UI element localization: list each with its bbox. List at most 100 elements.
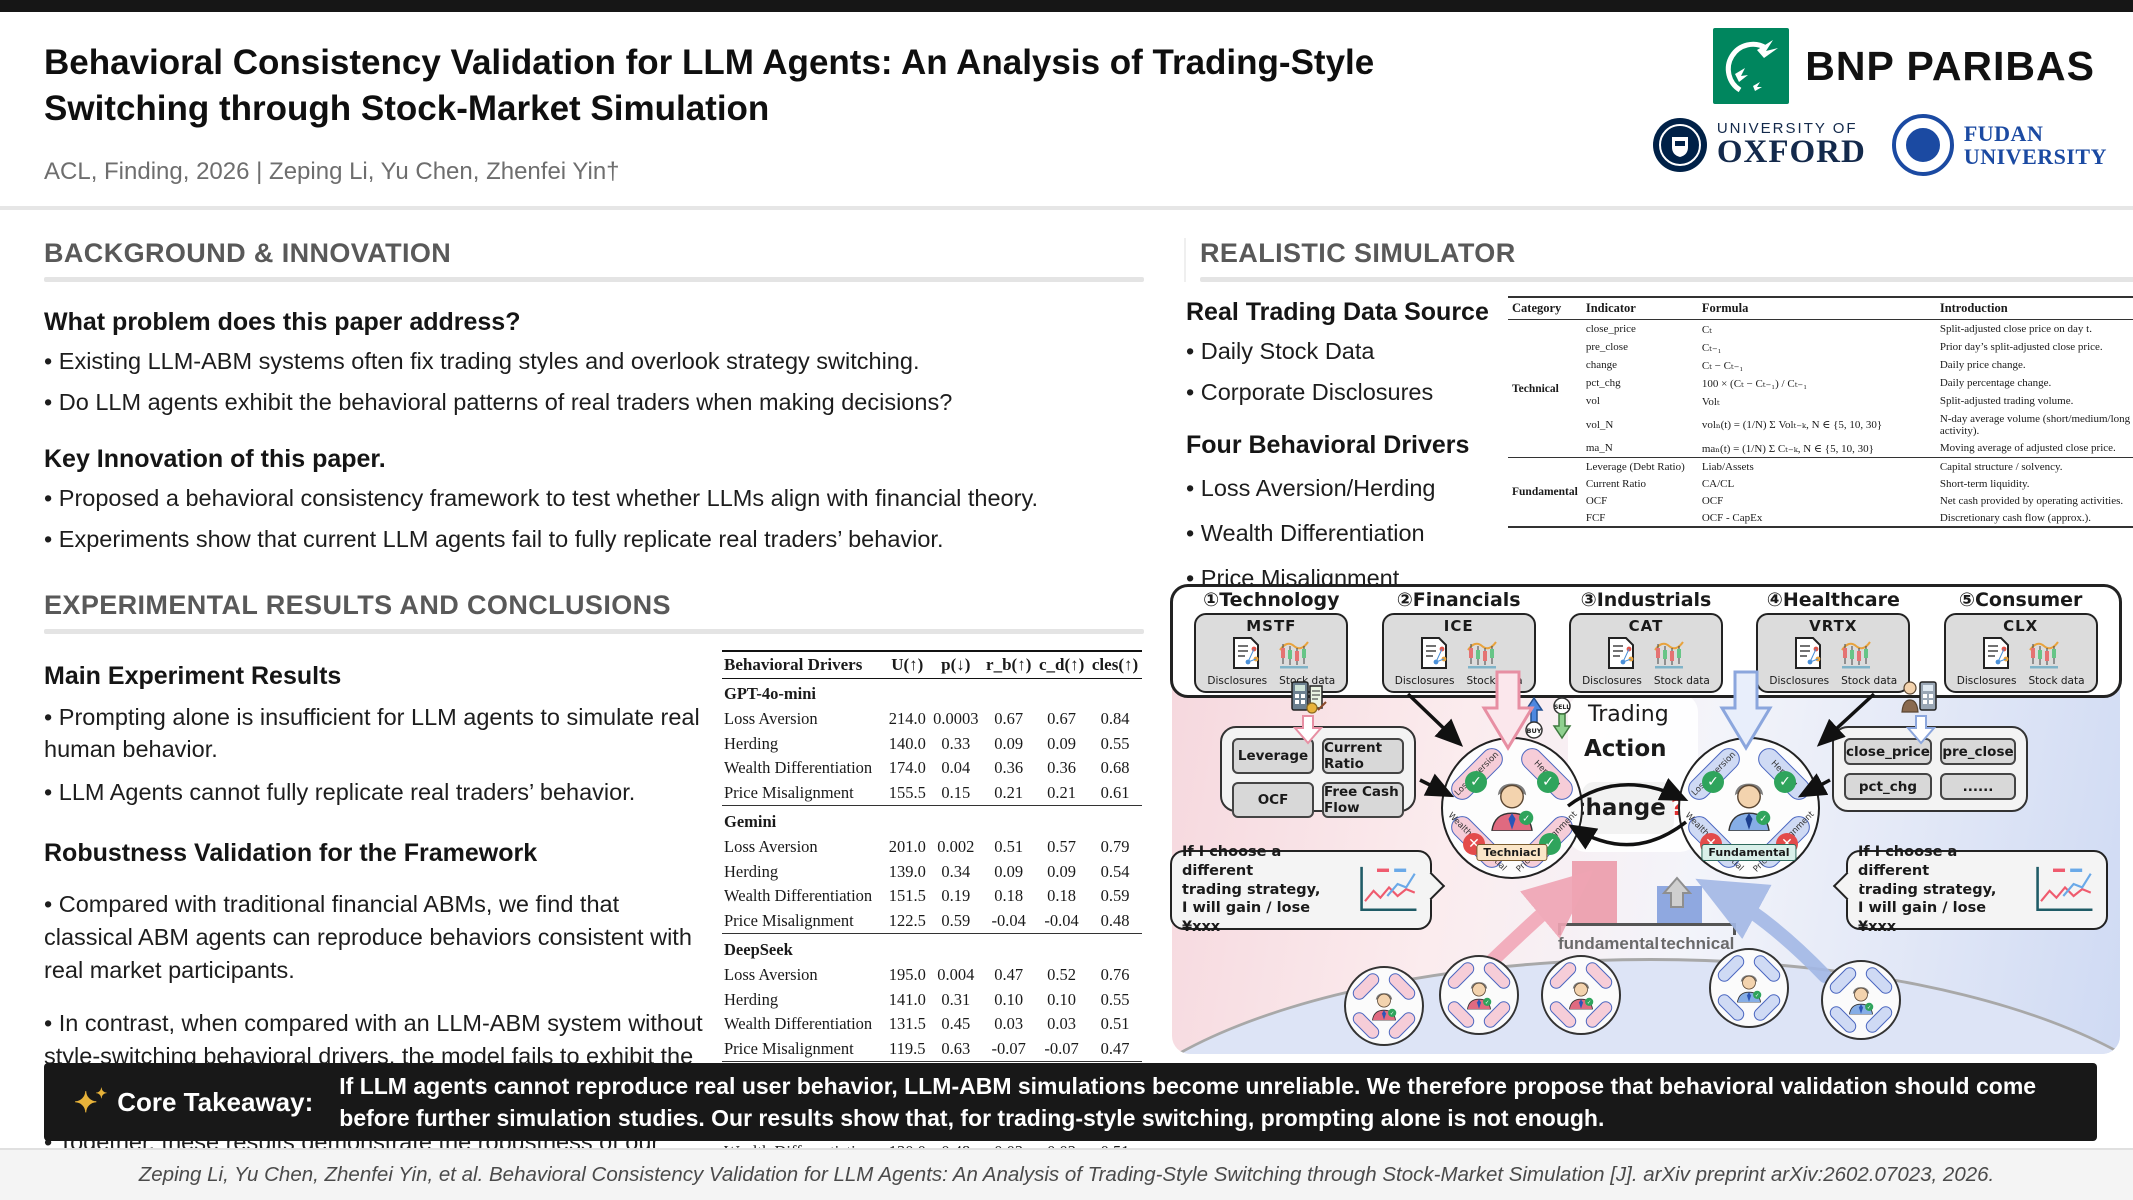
oxford-logo: UNIVERSITY OF OXFORD <box>1652 118 1866 172</box>
disclosures-doc-icon <box>1419 636 1449 674</box>
section-rule <box>44 277 1144 282</box>
takeaway-label: ✦ ✦ Core Takeaway: <box>74 1084 314 1118</box>
footer: Zeping Li, Yu Chen, Zhenfei Yin, et al. … <box>0 1148 2133 1200</box>
table-row: Wealth Differentiation 174.0 0.04 0.36 0.36 0… <box>724 758 1130 778</box>
indicator-chip: OCF <box>1232 782 1314 818</box>
table-row: Herding 141.0 0.31 0.10 0.10 0.55 <box>724 989 1130 1009</box>
indicator-chip: pct_chg <box>1844 773 1932 800</box>
ticker-label: ICE <box>1443 617 1474 635</box>
table-row: Loss Aversion 195.0 0.004 0.47 0.52 0.76 <box>724 965 1130 985</box>
mini-chart-icon <box>1360 866 1417 912</box>
table-row: Price Misalignment 122.5 0.59 -0.04 -0.04 0.4… <box>724 910 1130 930</box>
table-row: Wealth Differentiation 131.5 0.45 0.03 0.03 0… <box>724 1014 1130 1034</box>
fundamental-rows: Fundamental Leverage (Debt Ratio) Liab/As… <box>1508 457 2133 527</box>
bnp-wordmark: BNP PARIBAS <box>1805 42 2095 89</box>
results-table-header: Behavioral Drivers U(↑) p(↓) r_b(↑) c_d(… <box>722 649 1142 679</box>
bullet-item: Existing LLM-ABM systems often fix tradi… <box>44 345 1144 378</box>
indicator-chip: Leverage <box>1232 738 1314 774</box>
driver-mark <box>1774 771 1796 793</box>
section-heading-background: BACKGROUND & INNOVATION <box>44 238 452 268</box>
mini-chart-icon <box>2036 866 2093 912</box>
bullet-item: Do LLM agents exhibit the behavioral pat… <box>44 386 1144 419</box>
disclosures-label: Disclosures <box>1956 675 2017 687</box>
sector-title: ③Industrials <box>1580 589 1712 611</box>
simulator-diagram: ①Technology MSTF <box>1170 584 2122 1054</box>
bnp-logo-icon <box>1713 28 1790 104</box>
disclosures-doc-icon <box>1606 636 1636 674</box>
sector-card: ①Technology MSTF <box>1182 587 1360 695</box>
simulator-text: Real Trading Data Source Daily Stock Dat… <box>1186 298 1498 594</box>
ticker-label: CLX <box>2003 617 2039 635</box>
sector-title: ①Technology <box>1203 589 1340 611</box>
disclosures-label: Disclosures <box>1207 675 1268 687</box>
stock-data-chart-icon <box>1277 636 1311 674</box>
technical-bar <box>1657 886 1702 923</box>
indicator-chip: close_price <box>1844 738 1932 765</box>
bullet-item: Corporate Disclosures <box>1186 376 1498 409</box>
table-row: Herding 140.0 0.33 0.09 0.09 0.55 <box>724 733 1130 753</box>
stock-data-label: Stock data <box>2028 675 2085 687</box>
model-data-rows: Loss Aversion 214.0 0.0003 0.67 0.67 0.84 Her… <box>722 707 1142 806</box>
title-line-1: Behavioral Consistency Validation for LL… <box>44 43 1375 82</box>
trader-person-icon: ✓ <box>1491 783 1534 831</box>
takeaway-text: If LLM agents cannot reproduce real user… <box>339 1072 2037 1131</box>
bullet-item: Loss Aversion/Herding <box>1186 472 1498 505</box>
fudan-wordmark: FUDAN UNIVERSITY <box>1963 120 2107 169</box>
table-row: Price Misalignment 119.5 0.63 -0.07 -0.07 0.4… <box>724 1038 1130 1058</box>
question-bullets: Existing LLM-ABM systems often fix tradi… <box>44 345 1144 419</box>
stock-data-label: Stock data <box>1653 675 1710 687</box>
bullet-item: Wealth Differentiation <box>1186 517 1498 550</box>
ticker-label: MSTF <box>1246 617 1297 635</box>
fudan-seal-icon <box>1891 114 1954 176</box>
style-axis-labels: fundamental technical <box>1558 934 1735 953</box>
stock-data-chart-icon <box>1465 636 1499 674</box>
fudan-logo: FUDAN UNIVERSITY <box>1891 114 2107 176</box>
disclosures-doc-icon <box>1231 636 1261 674</box>
bullet-item: Compared with traditional financial ABMs… <box>44 888 704 987</box>
driver-mark <box>1702 771 1724 793</box>
title-line-2: Switching through Stock-Market Simulatio… <box>44 89 770 129</box>
fundamental-agent: Loss-aversion Herding Wealth-differentia… <box>1678 737 1820 879</box>
header-divider <box>0 206 2133 210</box>
innovation-bullets: Proposed a behavioral consistency framew… <box>44 482 1144 556</box>
disclosures-label: Disclosures <box>1582 675 1642 687</box>
indicator-chip: ...... <box>1939 773 2016 800</box>
section-rule <box>1200 277 2133 282</box>
svg-text:✓: ✓ <box>1522 813 1530 824</box>
driver-mark <box>1537 771 1559 793</box>
agent-style-label: Techniacl <box>1476 844 1548 861</box>
right-column: REALISTIC SIMULATOR Real Trading Data So… <box>1170 238 2133 1054</box>
trader-person-icon: ✓ <box>1728 783 1771 831</box>
sector-title: ⑤Consumer <box>1958 589 2083 611</box>
sector-card: ⑤Consumer CLX <box>1932 587 2110 695</box>
bnp-paribas-logo: BNP PARIBAS <box>1527 28 2095 104</box>
sector-card: ②Financials ICE <box>1370 587 1548 695</box>
technical-agent: Loss-aversion Herding Wealth-differentia… <box>1441 737 1583 879</box>
left-column: BACKGROUND & INNOVATION What problem doe… <box>44 238 1144 1191</box>
question-title: What problem does this paper address? <box>44 308 521 336</box>
robustness-bullets: Compared with traditional financial ABMs… <box>44 888 704 1191</box>
data-source-bullets: Daily Stock Data Corporate Disclosures <box>1186 335 1498 409</box>
agent-style-label: Fundamental <box>1701 844 1797 861</box>
fundamental-bar <box>1572 861 1617 923</box>
sparkle-icon: ✦ <box>95 1084 108 1101</box>
sector-title: ②Financials <box>1396 589 1521 611</box>
indicator-table: Category Indicator Formula Introduction … <box>1508 296 2133 528</box>
page-title: Behavioral Consistency Validation for LL… <box>44 40 1374 132</box>
model-row: Gemini <box>722 805 1142 835</box>
disclosures-label: Disclosures <box>1394 675 1455 687</box>
model-data-rows: Loss Aversion 195.0 0.004 0.47 0.52 0.76 Herd… <box>722 963 1142 1062</box>
ticker-label: CAT <box>1628 617 1664 635</box>
buy-arrow-icon: BUY <box>1524 696 1544 739</box>
robustness-title: Robustness Validation for the Framework <box>44 839 538 868</box>
model-row: DeepSeek <box>722 933 1142 963</box>
bullet-item: Proposed a behavioral consistency framew… <box>44 482 1144 515</box>
table-row: Herding 139.0 0.34 0.09 0.09 0.54 <box>724 861 1130 881</box>
indicator-chip: pre_close <box>1939 738 2016 765</box>
svg-text:✓: ✓ <box>1759 813 1767 824</box>
stock-data-label: Stock data <box>1841 675 1898 687</box>
svg-text:BUY: BUY <box>1527 727 1542 735</box>
trading-label: Trading <box>1588 702 1669 727</box>
innovation-title: Key Innovation of this paper. <box>44 444 386 473</box>
